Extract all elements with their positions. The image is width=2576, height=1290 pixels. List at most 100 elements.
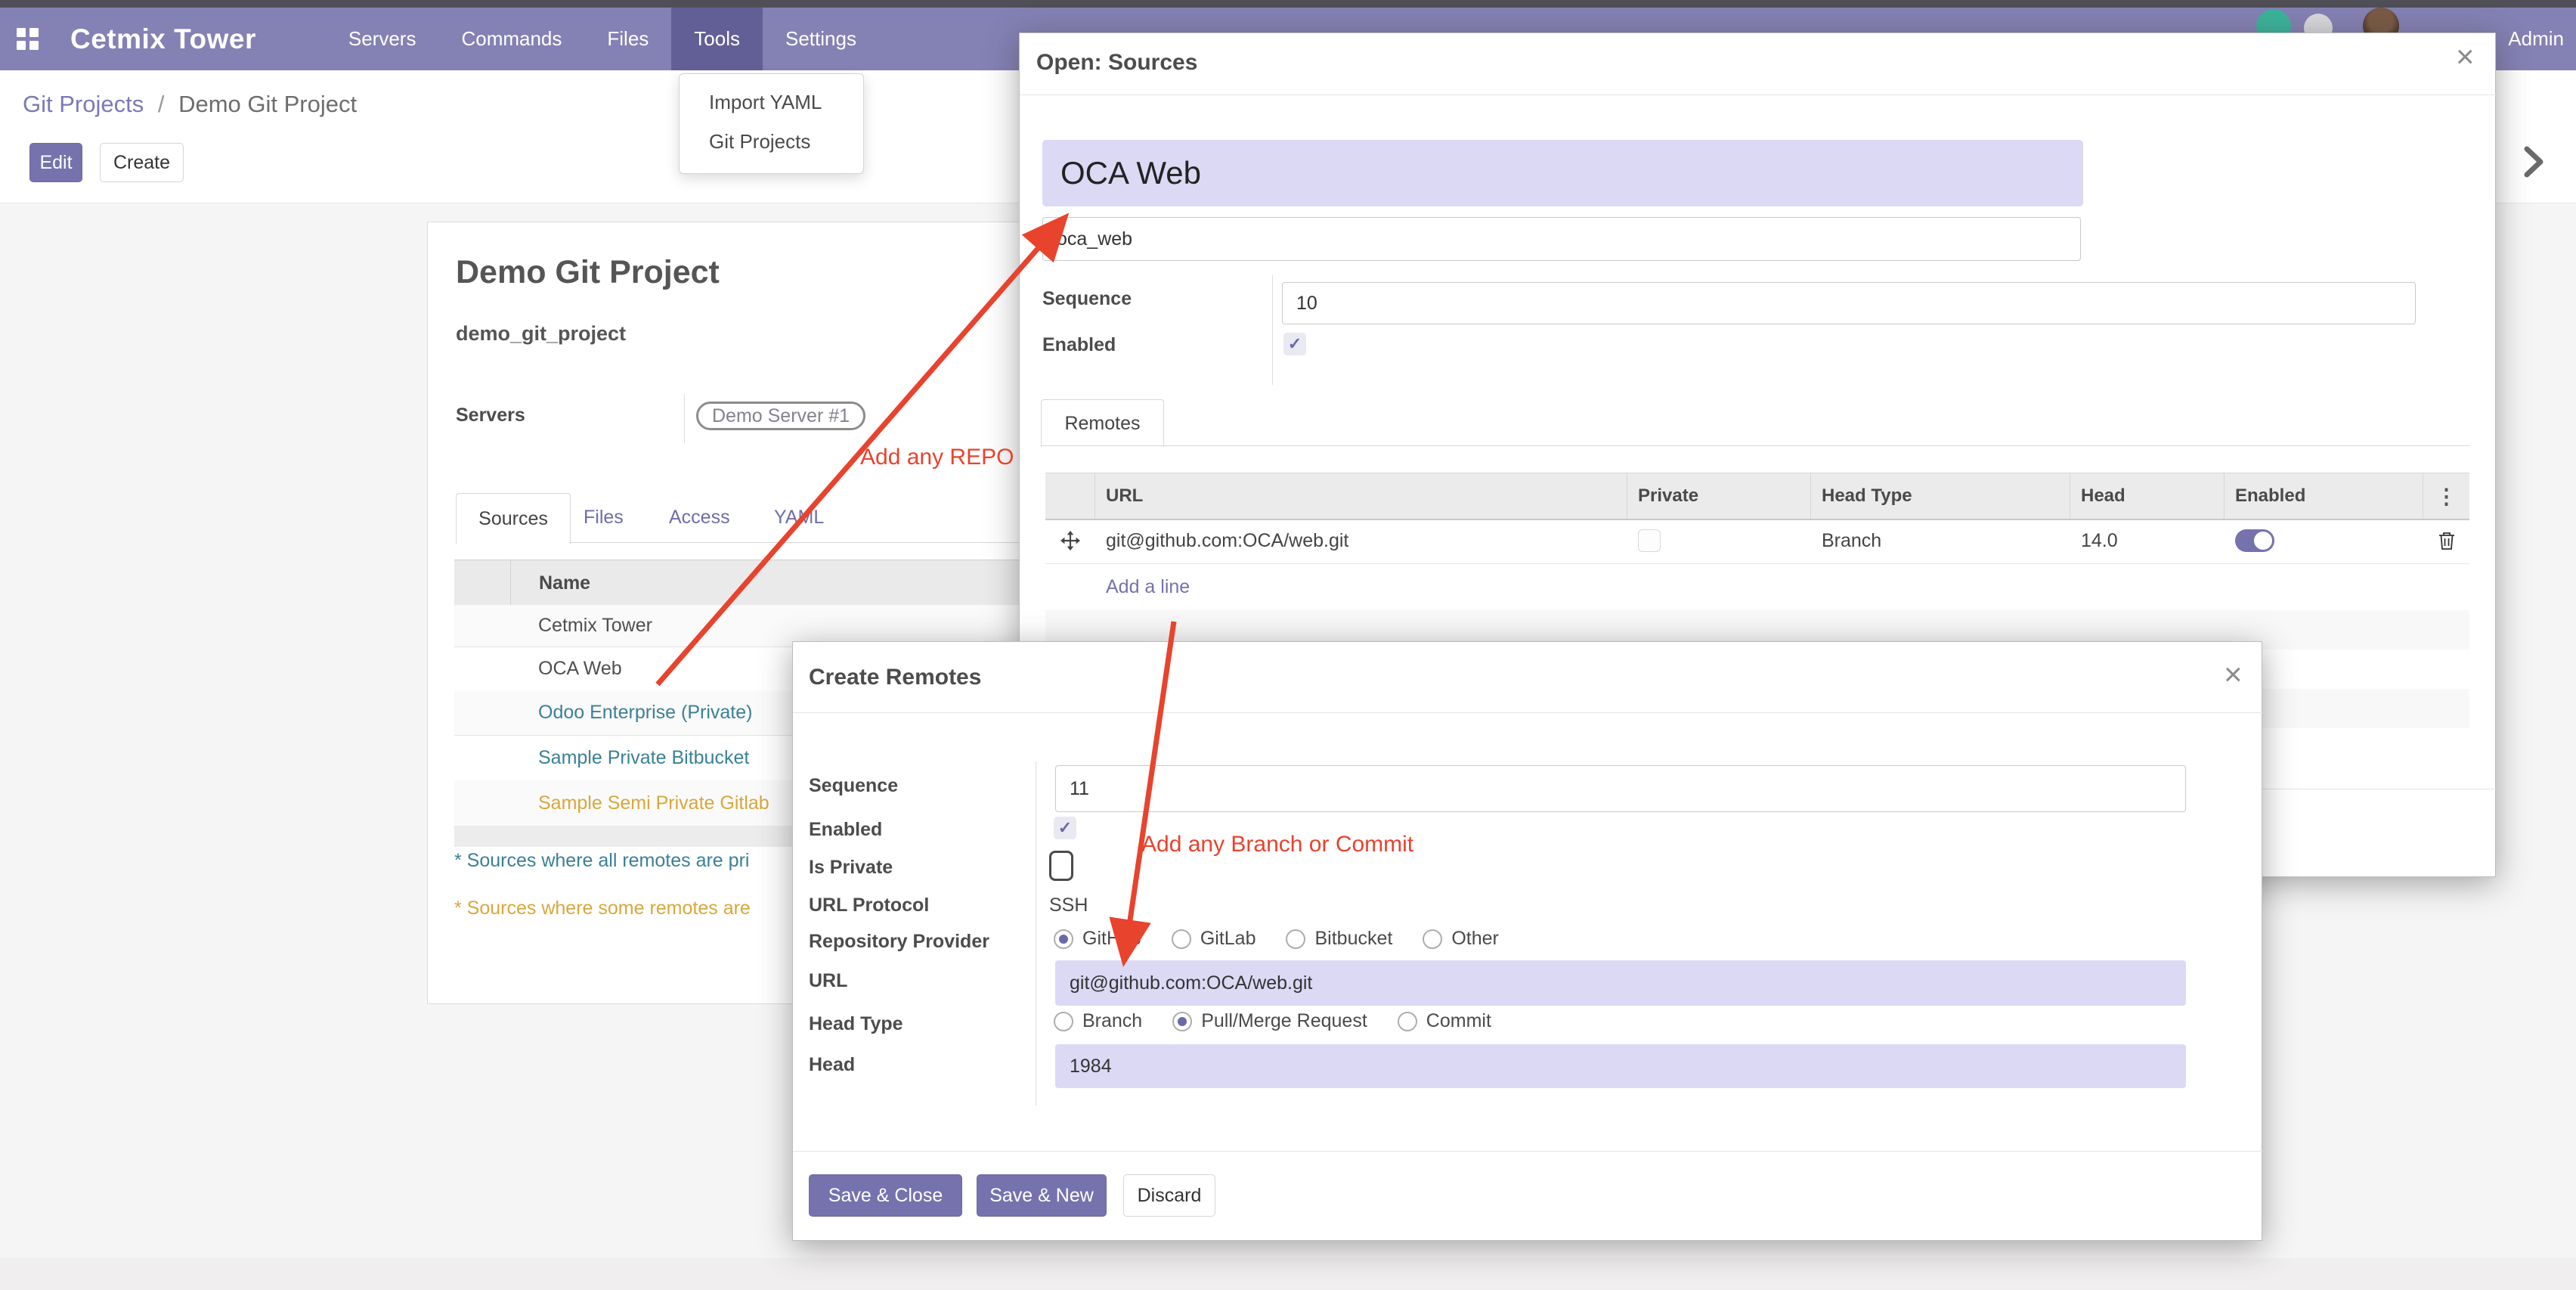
radio-branch[interactable]: Branch (1054, 1010, 1142, 1032)
tab-underline (1041, 445, 2469, 446)
breadcrumb: Git Projects / Demo Git Project (23, 91, 357, 118)
save-and-new-button[interactable]: Save & New (977, 1174, 1107, 1217)
footnote-semi-private: * Sources where some remotes are (454, 898, 751, 919)
close-icon[interactable]: × (2224, 656, 2243, 692)
tab-sources[interactable]: Sources (456, 493, 571, 544)
edit-button[interactable]: Edit (29, 143, 82, 182)
is-private-checkbox[interactable] (1049, 851, 1073, 881)
sequence-label: Sequence (809, 775, 899, 796)
tab-underline (569, 542, 1029, 543)
add-a-line-link[interactable]: Add a line (1106, 575, 1190, 597)
remote-head-cell[interactable]: 14.0 (2081, 529, 2118, 551)
private-checkbox[interactable] (1638, 529, 1661, 552)
breadcrumb-git-projects[interactable]: Git Projects (23, 91, 144, 117)
tab-access[interactable]: Access (669, 507, 730, 528)
brand-title: Cetmix Tower (70, 23, 256, 54)
menu-item-import-yaml[interactable]: Import YAML (709, 91, 822, 113)
annotation-add-any-repo: Add any REPO (860, 445, 1014, 470)
project-title: Demo Git Project (456, 254, 720, 290)
breadcrumb-current: Demo Git Project (178, 91, 358, 117)
sources-table-header: Name (454, 560, 1029, 606)
radio-commit[interactable]: Commit (1397, 1010, 1491, 1032)
check-icon: ✓ (1287, 334, 1302, 353)
sequence-input[interactable]: 11 (1055, 765, 2186, 812)
page-bottom-strip (0, 1258, 2576, 1290)
trash-icon[interactable] (2438, 531, 2456, 550)
url-input[interactable]: git@github.com:OCA/web.git (1055, 960, 2186, 1006)
servers-field-label: Servers (456, 405, 525, 426)
selector-column (454, 560, 511, 606)
check-icon: ✓ (1057, 818, 1073, 837)
window-top-strip (0, 0, 2576, 8)
footnote-private: * Sources where all remotes are pri (454, 850, 750, 871)
menu-files[interactable]: Files (607, 27, 649, 50)
discard-button[interactable]: Discard (1123, 1174, 1215, 1217)
main-menu: Servers Commands Files Tools Settings (326, 8, 879, 70)
pager-next-icon[interactable] (2517, 144, 2550, 180)
tab-yaml[interactable]: YAML (774, 507, 825, 528)
menu-item-git-projects[interactable]: Git Projects (709, 130, 811, 153)
remote-url-cell: git@github.com:OCA/web.git (1106, 529, 1349, 551)
delete-row-cell (2423, 531, 2469, 550)
save-and-close-button[interactable]: Save & Close (809, 1174, 962, 1217)
breadcrumb-separator: / (157, 91, 165, 117)
url-label: URL (809, 970, 848, 991)
close-icon[interactable]: × (2456, 39, 2475, 74)
create-remotes-modal-title: Create Remotes (809, 665, 982, 690)
enabled-checkbox[interactable]: ✓ (1054, 817, 1076, 839)
head-type-group: Branch Pull/Merge Request Commit (1054, 1010, 1522, 1032)
add-line-row: Add a line (1045, 563, 2469, 611)
radio-github[interactable]: GitHub (1054, 928, 1141, 950)
column-head[interactable]: Head (2070, 473, 2225, 519)
optional-columns-icon[interactable]: ⋮ (2435, 484, 2457, 508)
apps-menu-icon[interactable] (17, 28, 39, 50)
column-enabled[interactable]: Enabled (2225, 473, 2423, 519)
tab-files[interactable]: Files (584, 507, 624, 528)
enabled-label: Enabled (1042, 334, 1116, 355)
field-separator (684, 394, 685, 443)
column-name[interactable]: Name (539, 572, 591, 594)
create-button[interactable]: Create (100, 143, 184, 182)
radio-pull-merge-request[interactable]: Pull/Merge Request (1172, 1010, 1367, 1032)
head-input[interactable]: 1984 (1055, 1044, 2186, 1088)
annotation-add-any-branch-or-commit: Add any Branch or Commit (1141, 832, 1414, 857)
create-remotes-modal: Create Remotes × Sequence 11 Enabled ✓ I… (792, 641, 2262, 1241)
url-protocol-value[interactable]: SSH (1049, 895, 1088, 916)
repository-provider-group: GitHub GitLab Bitbucket Other (1054, 928, 1529, 950)
user-menu[interactable]: Admin (2508, 27, 2564, 50)
enabled-checkbox[interactable]: ✓ (1283, 333, 1306, 355)
menu-commands[interactable]: Commands (461, 27, 562, 50)
open-sources-modal-title: Open: Sources (1036, 50, 1198, 75)
drag-column (1045, 473, 1095, 519)
tab-remotes[interactable]: Remotes (1041, 399, 1164, 447)
server-tag[interactable]: Demo Server #1 (696, 402, 866, 430)
column-private[interactable]: Private (1627, 473, 1811, 519)
enabled-label: Enabled (809, 819, 883, 840)
source-name-input[interactable]: OCA Web (1042, 140, 2083, 206)
menu-settings[interactable]: Settings (785, 27, 856, 50)
remote-enabled-cell (2225, 529, 2423, 552)
modal-header-divider (793, 712, 2262, 713)
remote-head-type-cell[interactable]: Branch (1822, 529, 1882, 551)
sequence-input[interactable]: 10 (1282, 282, 2416, 324)
radio-gitlab[interactable]: GitLab (1171, 928, 1255, 950)
column-head-type[interactable]: Head Type (1811, 473, 2070, 519)
radio-bitbucket[interactable]: Bitbucket (1286, 928, 1392, 950)
column-url[interactable]: URL (1095, 473, 1627, 519)
source-code-input[interactable]: oca_web (1042, 217, 2081, 261)
modal-footer-divider (793, 1151, 2262, 1152)
radio-other[interactable]: Other (1423, 928, 1499, 950)
is-private-label: Is Private (809, 857, 893, 878)
drag-handle-icon[interactable] (1045, 531, 1095, 550)
enabled-toggle[interactable] (2235, 529, 2274, 552)
remotes-table-header: URL Private Head Type Head Enabled ⋮ (1045, 473, 2469, 520)
menu-servers[interactable]: Servers (348, 27, 416, 50)
repository-provider-label: Repository Provider (809, 931, 989, 952)
remote-private-cell (1627, 529, 1811, 552)
field-separator (1272, 275, 1273, 385)
menu-tools[interactable]: Tools (671, 8, 763, 70)
project-technical-name: demo_git_project (456, 322, 627, 345)
remote-row[interactable]: git@github.com:OCA/web.git Branch 14.0 (1045, 518, 2469, 564)
sequence-label: Sequence (1042, 288, 1132, 309)
